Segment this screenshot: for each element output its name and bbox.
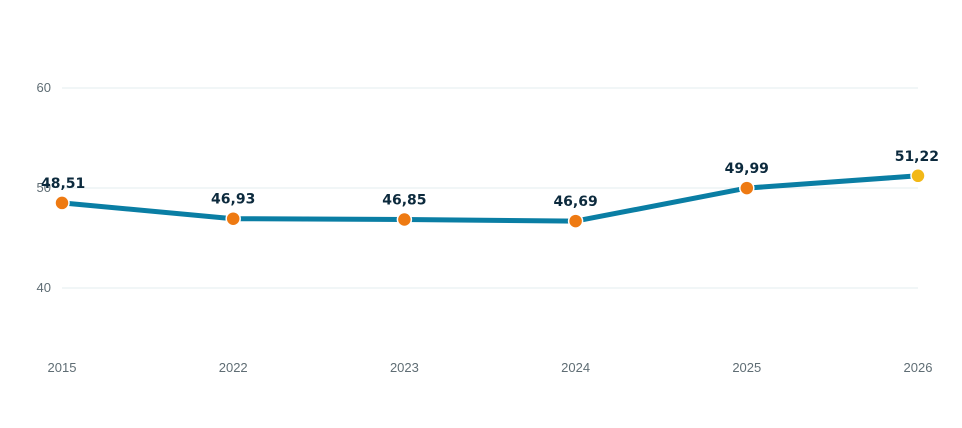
data-point[interactable] <box>396 211 413 228</box>
x-tick-label: 2015 <box>48 360 77 375</box>
data-point[interactable] <box>54 195 70 211</box>
series-layer <box>59 173 921 224</box>
data-label: 49,99 <box>725 161 769 177</box>
x-tick-label: 2025 <box>732 360 761 375</box>
data-point[interactable] <box>739 180 755 196</box>
x-tick-label: 2023 <box>390 360 419 375</box>
data-label: 46,85 <box>382 193 426 209</box>
data-label: 46,93 <box>211 192 255 208</box>
y-tick-label: 40 <box>37 280 51 295</box>
data-point[interactable] <box>910 168 926 184</box>
data-point[interactable] <box>225 210 241 227</box>
x-tick-label: 2022 <box>219 360 248 375</box>
y-tick-label: 50 <box>37 180 51 195</box>
data-point[interactable] <box>567 213 584 229</box>
x-axis: 2015 2022 2023 2024 2025 2026 <box>48 360 933 375</box>
series-line <box>59 173 921 224</box>
x-tick-label: 2024 <box>561 360 590 375</box>
grid-layer <box>62 87 918 289</box>
x-tick-label: 2026 <box>904 360 933 375</box>
y-axis: 40 50 60 <box>37 80 51 295</box>
points-layer <box>54 168 926 229</box>
data-label: 46,69 <box>553 194 597 210</box>
data-label: 51,22 <box>895 149 939 165</box>
y-tick-label: 60 <box>37 80 51 95</box>
data-labels-layer: 48,51 46,93 46,85 46,69 49,99 51,22 <box>41 149 939 210</box>
data-label: 48,51 <box>41 176 85 192</box>
